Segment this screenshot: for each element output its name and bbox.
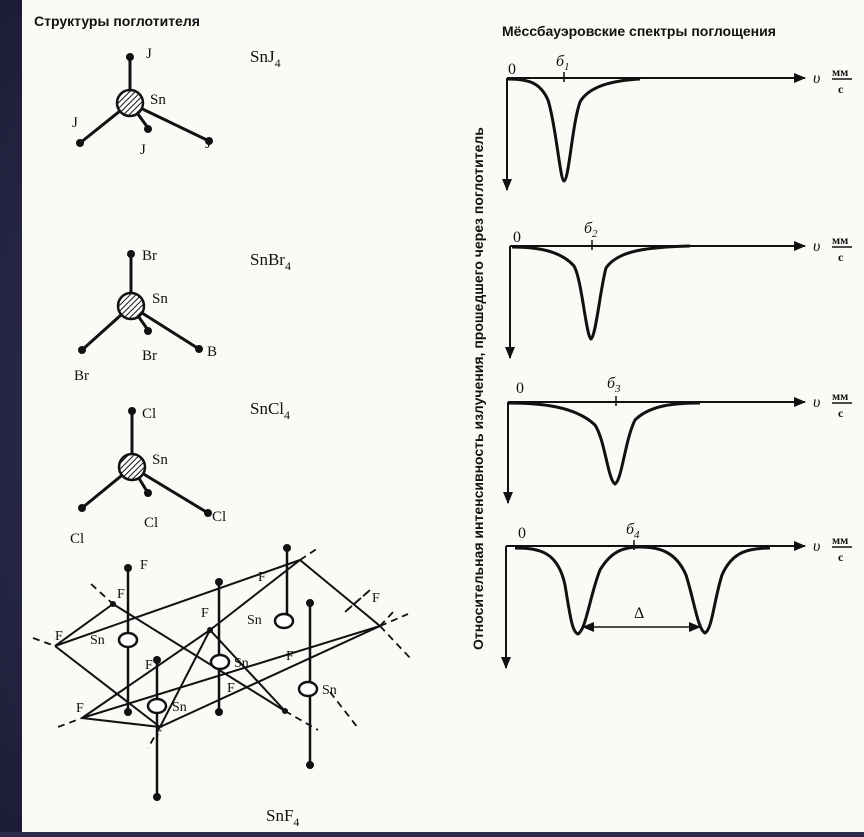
svg-text:υ: υ — [813, 394, 820, 411]
svg-text:υ: υ — [813, 70, 820, 87]
ligand-label: J — [146, 46, 152, 62]
center-label: Sn — [152, 291, 168, 307]
formula-label: SnCl4 — [250, 399, 290, 422]
y-axis-label: Относительная интенсивность излучения, п… — [470, 127, 486, 650]
ligand-label: Br — [74, 368, 89, 384]
tin-atom-1 — [115, 88, 145, 118]
spectrum-3: 0 б3 υ мм с — [503, 375, 852, 504]
svg-text:Sn: Sn — [90, 633, 105, 648]
zero-label: 0 — [508, 61, 516, 78]
svg-text:Sn: Sn — [322, 683, 337, 698]
zero-label: 0 — [518, 525, 526, 542]
shift-label: б3 — [607, 375, 621, 395]
svg-text:υ: υ — [813, 238, 820, 255]
molecule-snbr4-atoms — [78, 250, 203, 354]
center-label: Sn — [152, 452, 168, 468]
svg-text:Sn: Sn — [247, 613, 262, 628]
svg-text:F: F — [55, 629, 63, 644]
svg-text:F: F — [117, 587, 125, 602]
svg-text:с: с — [838, 550, 844, 564]
svg-text:Sn: Sn — [172, 700, 187, 715]
right-heading: Мёссбауэровские спектры поглощения — [502, 23, 776, 39]
snf4-labels: F F F F F F F F F F F Sn Sn Sn Sn Sn — [55, 558, 380, 739]
svg-text:F: F — [201, 606, 209, 621]
svg-text:F: F — [258, 570, 266, 585]
formula-label: SnJ4 — [250, 47, 281, 70]
center-label: Sn — [150, 92, 166, 108]
ligand-label: J — [72, 115, 78, 131]
shift-label: б4 — [626, 521, 640, 541]
ligand-label: Br — [142, 348, 157, 364]
snf4-sn-atoms — [117, 612, 319, 715]
molecule-snj4-atoms — [76, 53, 213, 147]
spectrum-1: 0 б1 υ мм с — [502, 53, 852, 191]
svg-text:Sn: Sn — [234, 656, 249, 671]
tin-atom-2 — [116, 291, 146, 321]
svg-text:F: F — [227, 681, 235, 696]
snf4-lattice — [54, 559, 381, 728]
splitting-label: Δ — [634, 605, 644, 622]
spectrum-2: 0 б2 υ мм с — [505, 220, 852, 359]
formula-label: SnF4 — [266, 806, 299, 829]
svg-text:мм: мм — [832, 389, 848, 403]
zero-label: 0 — [513, 229, 521, 246]
spectrum-4: 0 б4 Δ υ мм с — [501, 521, 852, 669]
svg-text:с: с — [838, 82, 844, 96]
ligand-label: Br — [142, 248, 157, 264]
ligand-label: J — [205, 136, 211, 152]
svg-text:F: F — [372, 591, 380, 606]
svg-text:с: с — [838, 250, 844, 264]
snf4-f-atoms — [110, 544, 314, 801]
svg-text:F: F — [286, 649, 294, 664]
snf4-lattice-dashed — [32, 547, 413, 749]
svg-text:F: F — [155, 724, 163, 739]
svg-text:F: F — [140, 558, 148, 573]
zero-label: 0 — [516, 380, 524, 397]
svg-text:υ: υ — [813, 538, 820, 555]
shift-label: б2 — [584, 220, 598, 240]
shift-label: б1 — [556, 53, 570, 73]
svg-text:F: F — [145, 658, 153, 673]
ligand-label: Cl — [142, 406, 156, 422]
ligand-label: Cl — [144, 515, 158, 531]
tin-atom-3 — [117, 452, 147, 482]
ligand-label: Cl — [212, 509, 226, 525]
formula-label: SnBr4 — [250, 250, 291, 273]
ligand-label: B — [207, 344, 217, 360]
figure-canvas: Структуры поглотителя Мёссбауэровские сп… — [32, 13, 852, 829]
molecule-sncl4-atoms — [78, 407, 212, 517]
svg-text:мм: мм — [832, 65, 848, 79]
svg-text:F: F — [76, 701, 84, 716]
svg-text:с: с — [838, 406, 844, 420]
svg-text:мм: мм — [832, 533, 848, 547]
svg-text:мм: мм — [832, 233, 848, 247]
left-heading: Структуры поглотителя — [34, 13, 200, 29]
ligand-label: Cl — [70, 531, 84, 547]
ligand-label: J — [140, 142, 146, 158]
figure-page: Структуры поглотителя Мёссбауэровские сп… — [22, 0, 864, 832]
